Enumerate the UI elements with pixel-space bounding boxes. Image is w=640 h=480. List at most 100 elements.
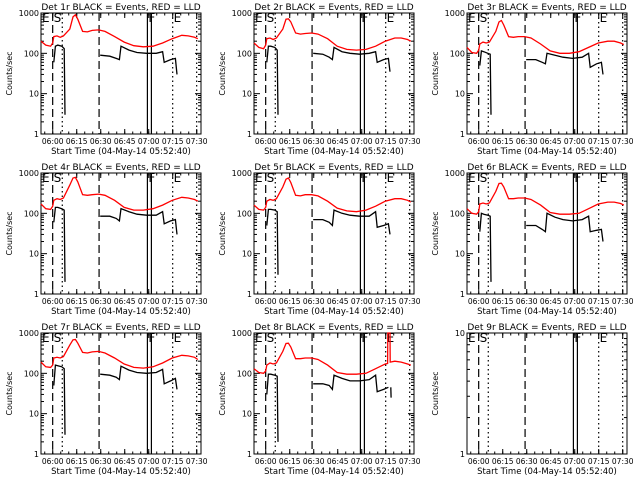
- x-tick-label: 06:30: [516, 457, 538, 466]
- series-lld-line: [40, 338, 199, 369]
- series-lld-line: [40, 13, 199, 48]
- x-tick-label: 06:00: [468, 137, 490, 146]
- y-tick-label: 1: [247, 130, 252, 139]
- y-tick-label: 10: [455, 90, 465, 99]
- y-tick-label: 1000: [19, 9, 39, 18]
- x-tick-label: 06:45: [114, 457, 136, 466]
- y-axis-label: Counts/sec: [5, 51, 14, 95]
- y-tick-label: 1000: [232, 169, 252, 178]
- x-axis-label: Start Time (04-May-14 05:52:40): [477, 307, 617, 317]
- y-tick-label: 10: [455, 250, 465, 259]
- marker-label: E: [255, 331, 263, 345]
- x-tick-label: 07:00: [564, 137, 586, 146]
- panel-title: Det 4r BLACK = Events, RED = LLD: [41, 163, 200, 173]
- x-axis-label: Start Time (04-May-14 05:52:40): [264, 147, 404, 157]
- marker-label: E: [600, 331, 608, 345]
- x-tick-label: 06:30: [90, 297, 112, 306]
- series-lld-line: [40, 176, 199, 211]
- panel-8: Det 8r BLACK = Events, RED = LLD 1 10 100 10…: [218, 323, 421, 477]
- x-tick-label: 07:15: [162, 457, 184, 466]
- y-tick-label: 1000: [19, 169, 39, 178]
- x-tick-label: 06:00: [42, 297, 64, 306]
- x-tick-label: 06:15: [492, 457, 514, 466]
- y-tick-label: 1000: [232, 9, 252, 18]
- y-axis-label: Counts/sec: [431, 211, 440, 255]
- plot-frame: [466, 332, 628, 455]
- marker-label: S: [54, 171, 62, 185]
- x-axis-label: Start Time (04-May-14 05:52:40): [477, 467, 617, 477]
- panel-7: Det 7r BLACK = Events, RED = LLD 1 10 100 10…: [5, 323, 208, 477]
- x-tick-label: 07:15: [375, 457, 397, 466]
- y-tick-label: 1: [460, 130, 465, 139]
- marker-label: E: [42, 171, 50, 185]
- x-tick-label: 06:00: [42, 137, 64, 146]
- plot-frame: [40, 332, 202, 455]
- y-axis-label: Counts/sec: [218, 51, 227, 95]
- marker-label: E: [468, 171, 476, 185]
- x-tick-label: 06:00: [42, 457, 64, 466]
- x-axis-label: Start Time (04-May-14 05:52:40): [51, 307, 191, 317]
- marker-label: S: [480, 11, 488, 25]
- y-tick-label: 1: [34, 290, 39, 299]
- x-tick-label: 06:30: [90, 457, 112, 466]
- y-axis-label: Counts/sec: [431, 371, 440, 415]
- x-tick-label: 07:15: [162, 297, 184, 306]
- plot-frame: [466, 172, 628, 295]
- marker-label: S: [54, 11, 62, 25]
- marker-label: S: [54, 331, 62, 345]
- panel-title: Det 9r BLACK = Events, RED = LLD: [467, 323, 626, 333]
- panel-2: Det 2r BLACK = Events, RED = LLD 1 10 100 10…: [218, 3, 421, 157]
- x-tick-label: 07:00: [351, 137, 373, 146]
- panel-title: Det 8r BLACK = Events, RED = LLD: [254, 323, 413, 333]
- x-tick-label: 07:15: [588, 457, 610, 466]
- series-events-segment: [526, 52, 604, 75]
- series-events-segment: [266, 208, 279, 275]
- y-tick-label: 100: [24, 49, 39, 58]
- x-tick-label: 06:30: [303, 137, 325, 146]
- panel-3: Det 3r BLACK = Events, RED = LLD 1 10 100 10…: [431, 3, 634, 157]
- series-events-segment: [100, 365, 178, 390]
- x-axis-label: Start Time (04-May-14 05:52:40): [51, 467, 191, 477]
- panel-title: Det 1r BLACK = Events, RED = LLD: [41, 3, 200, 13]
- marker-label: S: [267, 171, 275, 185]
- marker-label: E: [255, 171, 263, 185]
- panel-title: Det 3r BLACK = Events, RED = LLD: [467, 3, 626, 13]
- panel-title: Det 5r BLACK = Events, RED = LLD: [254, 163, 413, 173]
- x-tick-label: 07:00: [564, 457, 586, 466]
- plot-frame: [40, 12, 202, 135]
- marker-label: E: [468, 11, 476, 25]
- plot-frame: [466, 12, 628, 135]
- x-axis-label: Start Time (04-May-14 05:52:40): [477, 147, 617, 157]
- x-tick-label: 07:30: [399, 457, 421, 466]
- y-axis-label: Counts/sec: [218, 371, 227, 415]
- marker-label: E: [174, 11, 182, 25]
- series-events-segment: [479, 50, 492, 115]
- y-tick-label: 100: [450, 209, 465, 218]
- y-axis-label: Counts/sec: [5, 371, 14, 415]
- series-events-segment: [266, 373, 279, 442]
- marker-label: S: [267, 331, 275, 345]
- y-tick-label: 10: [242, 90, 252, 99]
- series-events-segment: [100, 45, 178, 75]
- series-events-segment: [313, 374, 389, 393]
- x-tick-label: 06:00: [255, 137, 277, 146]
- x-tick-label: 07:00: [138, 137, 160, 146]
- y-tick-label: 100: [237, 49, 252, 58]
- x-tick-label: 07:30: [186, 297, 208, 306]
- x-tick-label: 06:15: [279, 297, 301, 306]
- x-tick-label: 07:15: [375, 137, 397, 146]
- x-tick-label: 07:15: [588, 137, 610, 146]
- panel-4: Det 4r BLACK = Events, RED = LLD 1 10 100 10…: [5, 163, 208, 317]
- marker-label: E: [600, 171, 608, 185]
- panel-title: Det 2r BLACK = Events, RED = LLD: [254, 3, 413, 13]
- y-tick-label: 1: [460, 290, 465, 299]
- y-tick-label: 1: [247, 290, 252, 299]
- x-tick-label: 07:00: [138, 297, 160, 306]
- x-tick-label: 06:45: [114, 297, 136, 306]
- marker-label: S: [267, 11, 275, 25]
- x-tick-label: 06:30: [303, 297, 325, 306]
- y-tick-label: 1000: [232, 329, 252, 338]
- series-lld-line: [253, 18, 412, 51]
- x-tick-label: 06:45: [114, 137, 136, 146]
